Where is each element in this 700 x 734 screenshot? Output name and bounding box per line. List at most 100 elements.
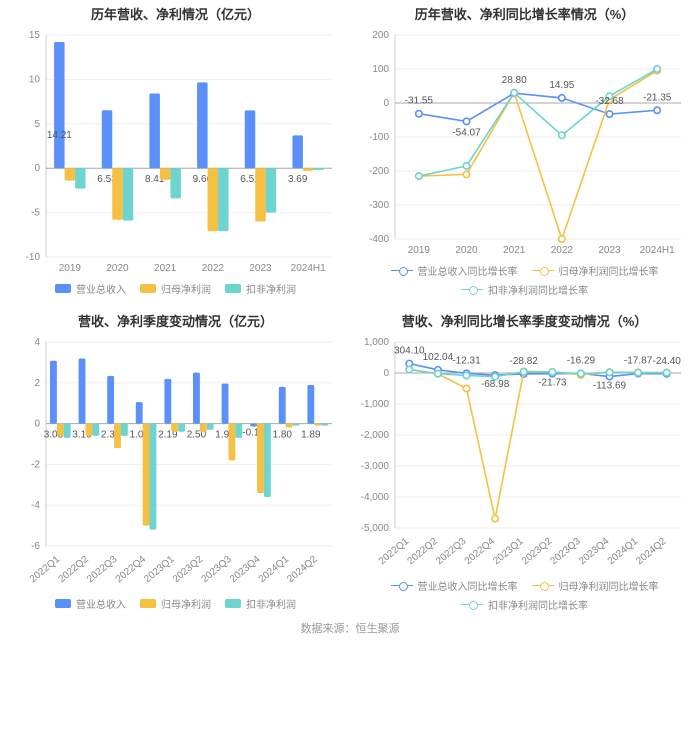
legend-swatch (140, 284, 156, 293)
chart-title: 营收、净利季度变动情况（亿元） (8, 311, 343, 330)
legend-item: 归母净利润同比增长率 (532, 263, 659, 278)
svg-text:0: 0 (34, 163, 40, 174)
legend-swatch (55, 284, 71, 293)
svg-text:102.04: 102.04 (423, 352, 454, 363)
svg-text:-200: -200 (369, 166, 389, 177)
svg-text:2022Q4: 2022Q4 (463, 536, 498, 568)
svg-text:2023Q3: 2023Q3 (199, 554, 234, 586)
svg-text:2023Q1: 2023Q1 (142, 554, 177, 586)
svg-text:2020: 2020 (455, 245, 478, 256)
legend-label: 扣非净利润 (246, 281, 296, 296)
legend-label: 归母净利润同比增长率 (559, 578, 659, 593)
legend-label: 扣非净利润 (246, 596, 296, 611)
legend-item: 归母净利润同比增长率 (532, 578, 659, 593)
chart-grid: 历年营收、净利情况（亿元） -10-5051015201920202021202… (8, 4, 692, 612)
svg-text:-31.55: -31.55 (405, 96, 434, 107)
chart-canvas-bottom-left: -6-4-20242022Q12022Q22022Q32022Q42023Q12… (8, 336, 343, 611)
svg-text:14.21: 14.21 (47, 130, 72, 141)
svg-text:-300: -300 (369, 200, 389, 211)
legend-label: 营业总收入同比增长率 (418, 578, 518, 593)
legend-swatch (140, 599, 156, 608)
legend-item: 扣非净利润 (225, 281, 296, 296)
svg-text:-32.68: -32.68 (595, 96, 624, 107)
panel-bottom-left: 营收、净利季度变动情况（亿元） -6-4-20242022Q12022Q2202… (8, 311, 343, 612)
legend-item: 归母净利润 (140, 281, 211, 296)
svg-text:2024Q2: 2024Q2 (285, 554, 320, 586)
svg-text:2020: 2020 (106, 263, 129, 274)
svg-text:2022Q3: 2022Q3 (85, 554, 120, 586)
chart-legend: 营业总收入同比增长率 归母净利润同比增长率扣非净利润同比增长率 (357, 263, 692, 297)
legend-item: 营业总收入同比增长率 (391, 263, 518, 278)
svg-text:-1,000: -1,000 (361, 399, 390, 410)
legend-marker (461, 600, 483, 610)
svg-text:-6: -6 (31, 541, 40, 552)
legend-item: 扣非净利润同比增长率 (461, 282, 588, 297)
legend-label: 归母净利润同比增长率 (559, 263, 659, 278)
svg-text:-5,000: -5,000 (361, 523, 390, 534)
svg-text:1,000: 1,000 (364, 337, 389, 348)
svg-text:2024H1: 2024H1 (640, 245, 675, 256)
svg-text:-100: -100 (369, 132, 389, 143)
svg-text:2022Q3: 2022Q3 (434, 536, 469, 568)
svg-text:2022Q4: 2022Q4 (114, 554, 149, 586)
svg-text:2023Q4: 2023Q4 (577, 536, 612, 568)
svg-text:-17.87: -17.87 (624, 356, 653, 367)
legend-label: 归母净利润 (161, 596, 211, 611)
svg-text:-5: -5 (31, 208, 40, 219)
legend-item: 营业总收入同比增长率 (391, 578, 518, 593)
legend-label: 扣非净利润同比增长率 (488, 597, 588, 612)
svg-text:200: 200 (372, 30, 389, 41)
svg-text:-68.98: -68.98 (481, 379, 510, 390)
svg-text:2024Q2: 2024Q2 (634, 536, 669, 568)
legend-item: 营业总收入 (55, 281, 126, 296)
panel-bottom-right: 营收、净利同比增长率季度变动情况（%） -5,000 -4,000 -3,000 -2… (357, 311, 692, 612)
legend-label: 归母净利润 (161, 281, 211, 296)
legend-label: 营业总收入 (76, 281, 126, 296)
legend-item: 营业总收入 (55, 596, 126, 611)
svg-text:2023Q2: 2023Q2 (171, 554, 206, 586)
svg-text:-12.31: -12.31 (452, 355, 481, 366)
panel-top-left: 历年营收、净利情况（亿元） -10-5051015201920202021202… (8, 4, 343, 305)
svg-text:304.10: 304.10 (394, 346, 425, 357)
svg-text:1.89: 1.89 (301, 430, 321, 441)
svg-text:-24.40: -24.40 (653, 356, 682, 367)
svg-text:5: 5 (34, 119, 40, 130)
svg-text:2024Q1: 2024Q1 (606, 536, 641, 568)
svg-text:2023Q3: 2023Q3 (548, 536, 583, 568)
svg-text:-4: -4 (31, 500, 40, 511)
legend-marker (461, 285, 483, 295)
panel-top-right: 历年营收、净利同比增长率情况（%） -400-300-200-100010020… (357, 4, 692, 305)
legend-marker (391, 581, 413, 591)
legend-label: 营业总收入 (76, 596, 126, 611)
svg-text:0: 0 (34, 419, 40, 430)
legend-label: 营业总收入同比增长率 (418, 263, 518, 278)
chart-title: 营收、净利同比增长率季度变动情况（%） (357, 311, 692, 330)
legend-label: 扣非净利润同比增长率 (488, 282, 588, 297)
svg-text:-2: -2 (31, 459, 40, 470)
svg-text:0: 0 (383, 98, 389, 109)
svg-text:-21.35: -21.35 (643, 92, 672, 103)
svg-text:28.80: 28.80 (502, 75, 527, 86)
svg-text:1.80: 1.80 (273, 430, 293, 441)
svg-text:-113.69: -113.69 (593, 381, 627, 392)
svg-text:-54.07: -54.07 (452, 127, 481, 138)
legend-swatch (225, 284, 241, 293)
svg-text:2022Q1: 2022Q1 (377, 536, 412, 568)
svg-text:2023: 2023 (598, 245, 621, 256)
legend-item: 扣非净利润同比增长率 (461, 597, 588, 612)
svg-text:2022Q2: 2022Q2 (405, 536, 440, 568)
svg-text:2022: 2022 (202, 263, 225, 274)
svg-text:2019: 2019 (408, 245, 431, 256)
svg-text:-3,000: -3,000 (361, 461, 390, 472)
svg-text:-4,000: -4,000 (361, 492, 390, 503)
svg-text:15: 15 (29, 30, 41, 41)
legend-marker (532, 581, 554, 591)
svg-text:2: 2 (34, 378, 40, 389)
svg-text:2023Q1: 2023Q1 (491, 536, 526, 568)
svg-text:-2,000: -2,000 (361, 430, 390, 441)
svg-text:3.69: 3.69 (288, 174, 308, 185)
svg-text:-28.82: -28.82 (510, 356, 539, 367)
svg-text:2022: 2022 (551, 245, 574, 256)
legend-item: 归母净利润 (140, 596, 211, 611)
svg-text:2023Q2: 2023Q2 (520, 536, 555, 568)
